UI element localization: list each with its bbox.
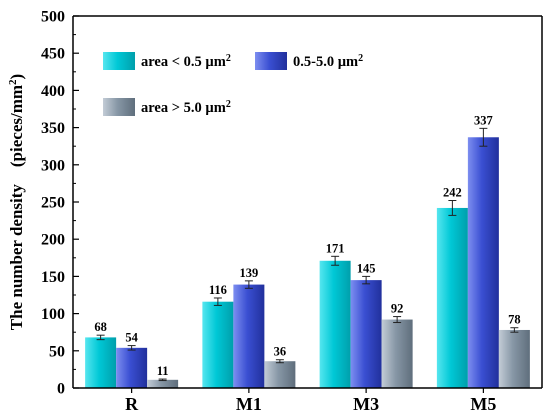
y-tick-label-200: 200 — [41, 232, 65, 249]
category-label-r: R — [125, 394, 139, 414]
legend-label-series-3: area > 5.0 µm2 — [141, 99, 231, 117]
legend-label-superscript: 2 — [358, 53, 363, 64]
bar-m5-series-3 — [498, 329, 530, 388]
data-label-m1-series-2: 139 — [240, 266, 259, 280]
legend-label-superscript: 2 — [226, 53, 231, 64]
bar-m1-series-2 — [233, 284, 265, 388]
legend-label-text: area > 5.0 µm — [141, 100, 226, 116]
bar-m3-series-1 — [319, 260, 351, 388]
legend-swatch-series-2 — [255, 52, 287, 70]
bar-r-series-3 — [147, 379, 179, 388]
data-label-m5-series-1: 242 — [443, 186, 462, 200]
legend-label-series-2: 0.5-5.0 µm2 — [293, 53, 363, 71]
y-axis-title-close: ) — [7, 74, 26, 80]
category-label-m1: M1 — [236, 394, 262, 414]
data-label-r-series-3: 11 — [157, 364, 169, 378]
data-label-m3-series-3: 92 — [391, 302, 404, 316]
legend-swatch-series-1 — [103, 52, 135, 70]
bar-r-series-1 — [85, 337, 117, 388]
legend-label-text: 0.5-5.0 µm — [293, 54, 358, 70]
bar-m5-series-1 — [436, 207, 468, 388]
bar-m1-series-1 — [202, 301, 234, 388]
data-label-r-series-1: 68 — [94, 320, 107, 334]
legend-label-superscript: 2 — [226, 99, 231, 110]
bar-m1-series-3 — [264, 361, 296, 388]
legend-label-series-1: area < 0.5 µm2 — [141, 53, 231, 71]
y-tick-label-50: 50 — [49, 343, 65, 360]
y-tick-label-500: 500 — [41, 9, 65, 26]
y-tick-label-450: 450 — [41, 46, 65, 63]
data-label-m3-series-2: 145 — [357, 261, 376, 275]
data-label-m1-series-1: 116 — [209, 283, 227, 297]
y-tick-label-400: 400 — [41, 83, 65, 100]
legend-swatch-series-3 — [103, 98, 135, 116]
category-label-m5: M5 — [470, 394, 496, 414]
y-tick-label-250: 250 — [41, 195, 65, 212]
category-label-m3: M3 — [353, 394, 379, 414]
y-axis-title-superscript: 2 — [7, 79, 19, 85]
y-tick-label-100: 100 — [41, 306, 65, 323]
y-tick-label-0: 0 — [57, 381, 65, 398]
bar-m5-series-2 — [467, 137, 499, 388]
y-tick-label-350: 350 — [41, 120, 65, 137]
data-label-r-series-2: 54 — [125, 331, 138, 345]
data-label-m3-series-1: 171 — [326, 241, 345, 255]
y-tick-label-300: 300 — [41, 157, 65, 174]
y-tick-label-150: 150 — [41, 269, 65, 286]
data-label-m1-series-3: 36 — [274, 345, 287, 359]
bar-r-series-2 — [116, 347, 148, 388]
y-axis-title-main: The number density (pieces/mm — [7, 85, 26, 330]
data-label-m5-series-2: 337 — [474, 113, 493, 127]
bar-m3-series-2 — [350, 280, 382, 388]
y-axis-title: The number density (pieces/mm2) — [7, 74, 26, 330]
legend-label-text: area < 0.5 µm — [141, 54, 226, 70]
bar-m3-series-3 — [381, 319, 413, 388]
data-label-m5-series-3: 78 — [508, 313, 521, 327]
